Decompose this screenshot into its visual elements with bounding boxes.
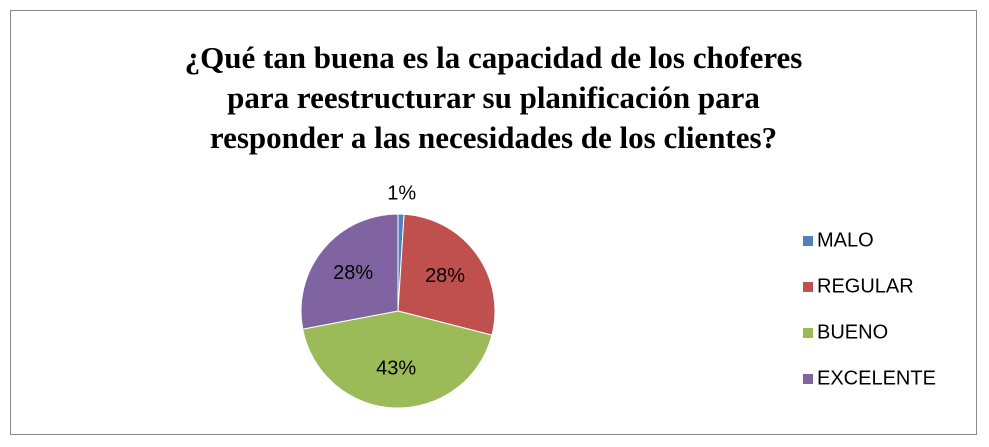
legend-label: EXCELENTE [817,367,936,389]
chart-title: ¿Qué tan buena es la capacidad de los ch… [184,40,803,155]
data-label: 28% [333,262,373,284]
legend-swatch [803,236,813,246]
data-label: 1% [387,182,416,204]
legend-label: BUENO [817,321,888,343]
legend-swatch [803,282,813,292]
data-label: 43% [376,357,416,379]
pie-slice [300,213,399,330]
data-label: 28% [425,265,465,287]
pie-slice [302,310,493,409]
chart-frame [10,10,977,435]
pie-slice [397,213,496,336]
legend-swatch [803,374,813,384]
legend-swatch [803,328,813,338]
legend-label: MALO [817,229,874,251]
legend-label: REGULAR [817,275,914,297]
